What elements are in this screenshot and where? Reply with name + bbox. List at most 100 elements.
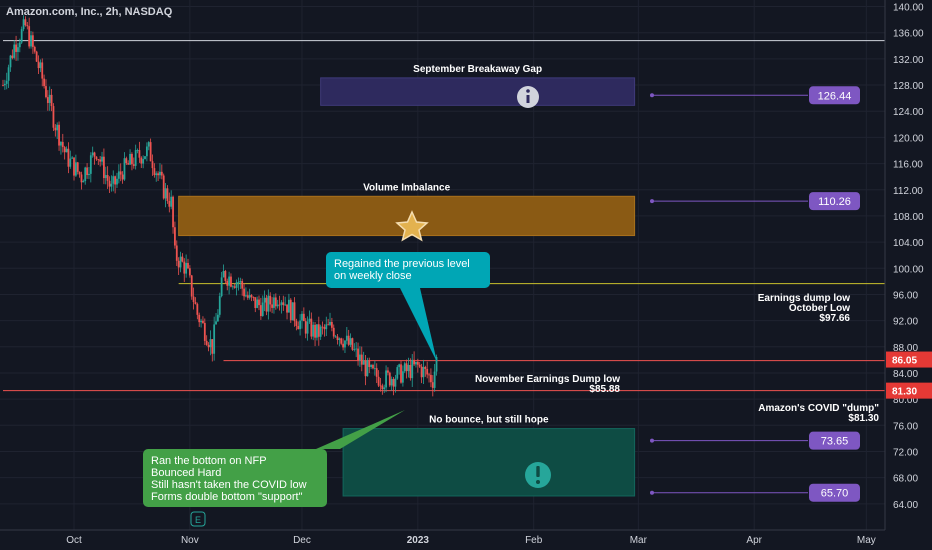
candle-body	[207, 344, 210, 348]
info-icon[interactable]	[517, 86, 539, 108]
candle-body	[276, 304, 279, 307]
price-level-badge[interactable]: 73.65	[809, 431, 860, 450]
candle-body	[291, 302, 294, 321]
candle-body	[185, 262, 188, 274]
candle-body	[142, 158, 145, 164]
callout-regained[interactable]: Regained the previous level on weekly cl…	[326, 252, 490, 288]
candle-body	[366, 360, 369, 377]
time-axis[interactable]: Oct Nov Dec 2023 Feb Mar Apr May	[66, 535, 876, 546]
candle-body	[147, 142, 150, 147]
candle-body	[9, 55, 12, 68]
candle-body	[205, 340, 208, 345]
price-tick-label: 120.00	[893, 133, 924, 144]
candle-body	[226, 280, 229, 286]
candle-body	[340, 338, 343, 344]
exclamation-icon[interactable]	[525, 462, 551, 488]
covid-dump-label: Amazon's COVID "dump"	[758, 403, 879, 414]
candle-body	[231, 286, 234, 288]
price-level-anchor[interactable]	[650, 490, 654, 495]
price-tick-label: 116.00	[893, 160, 923, 171]
price-level-anchor[interactable]	[650, 438, 654, 443]
candle-body	[28, 26, 31, 47]
price-tick-label: 108.00	[893, 212, 924, 223]
candle-body	[129, 153, 131, 165]
candle-body	[166, 188, 169, 201]
candle-body	[304, 321, 307, 334]
candle-body	[424, 366, 427, 369]
candle-body	[198, 314, 201, 323]
candle-body	[91, 152, 94, 156]
candle-body	[388, 372, 391, 386]
candle-body	[308, 318, 311, 322]
candle-body	[121, 174, 124, 180]
candle-body	[52, 106, 55, 128]
candle-body	[190, 275, 193, 297]
candle-body	[138, 150, 141, 158]
price-tick-label: 132.00	[893, 55, 924, 66]
candle-body	[103, 156, 105, 179]
candle-body	[46, 97, 49, 103]
price-tick-label: 100.00	[893, 264, 924, 275]
price-level-anchor[interactable]	[650, 199, 654, 204]
time-tick-label: Oct	[66, 535, 82, 546]
price-tick-label: 136.00	[893, 29, 924, 40]
candle-body	[183, 261, 186, 274]
earnings-marker-letter: E	[195, 515, 201, 525]
candle-body	[15, 44, 17, 52]
candle-body	[144, 156, 146, 159]
callout-ran-line-1: Ran the bottom on NFP	[151, 455, 267, 467]
candle-body	[175, 245, 178, 261]
candle-body	[140, 157, 143, 164]
candle-body	[3, 83, 6, 86]
price-axis[interactable]: 64.00 68.00 72.00 76.00 80.00 84.00 88.00 92.00…	[886, 3, 932, 511]
candle-body	[289, 299, 292, 321]
earnings-marker[interactable]: E	[190, 511, 206, 527]
candle-body	[177, 260, 180, 268]
price-tick-label: 124.00	[893, 107, 924, 118]
zone-box[interactable]	[342, 428, 636, 497]
covid-low-badge[interactable]: 81.30	[886, 382, 932, 399]
price-level-badge[interactable]: 110.26	[809, 192, 860, 211]
candle-body	[239, 281, 242, 283]
price-level-badge[interactable]: 65.70	[809, 483, 860, 502]
zone-title-imbalance: Volume Imbalance	[363, 182, 451, 193]
candle-body	[357, 348, 359, 361]
candle-body	[428, 374, 430, 376]
candle-body	[426, 368, 429, 375]
candle-body	[392, 379, 395, 387]
current-price-badge[interactable]: 86.05	[886, 351, 932, 368]
star-icon[interactable]	[395, 210, 429, 242]
candle-body	[409, 364, 412, 379]
candle-body	[398, 364, 401, 368]
candle-body	[73, 157, 75, 176]
price-tick-label: 140.00	[893, 3, 924, 14]
callout-ran-line-2: Bounced Hard	[151, 467, 221, 479]
candle-body	[396, 367, 399, 379]
candle-body	[332, 327, 335, 337]
candle-body	[383, 387, 386, 390]
callout-regained-pointer	[400, 288, 437, 362]
candle-body	[26, 25, 29, 27]
price-tick-label: 64.00	[893, 500, 918, 511]
candle-body	[213, 324, 216, 354]
candle-body	[188, 268, 191, 276]
candle-body	[117, 171, 120, 179]
zone-box[interactable]	[320, 77, 636, 106]
candle-body	[116, 178, 118, 185]
candle-body	[431, 382, 434, 388]
candle-body	[220, 277, 223, 297]
candle-body	[112, 176, 115, 184]
candle-body	[200, 320, 202, 323]
candle-body	[159, 171, 161, 176]
callout-ran-bottom[interactable]: Ran the bottom on NFP Bounced Hard Still…	[143, 449, 327, 507]
price-level-badge[interactable]: 126.44	[809, 86, 860, 105]
candle-body	[349, 338, 352, 345]
candle-body	[31, 35, 34, 47]
candle-body	[403, 363, 406, 372]
price-level-anchor[interactable]	[650, 93, 654, 98]
candle-body	[7, 67, 10, 81]
candle-body	[413, 359, 416, 365]
price-tick-label: 72.00	[893, 447, 918, 458]
candle-body	[368, 360, 371, 367]
